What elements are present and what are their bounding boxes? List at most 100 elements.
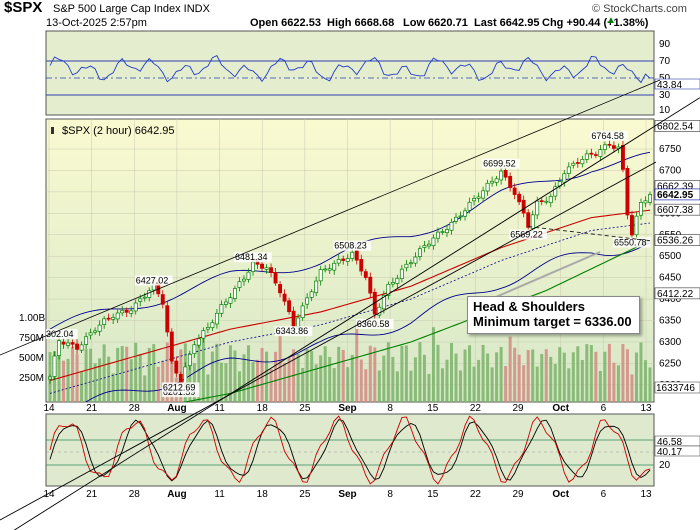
price-tick-label: 6500 — [659, 251, 682, 262]
volume-value-box — [654, 381, 700, 394]
rsi-tick-90: 90 — [659, 39, 671, 50]
volume-bar — [391, 356, 395, 402]
price-tick-label: 6250 — [659, 358, 682, 369]
candle-body — [52, 355, 57, 377]
volume-bar — [612, 362, 616, 402]
volume-bar — [495, 352, 499, 402]
volume-bar — [395, 371, 399, 402]
candle-body — [323, 268, 328, 271]
candle-body — [598, 149, 603, 157]
volume-bar — [468, 345, 472, 402]
annotation-target: Minimum target = 6336.00 — [473, 314, 632, 329]
volume-bar — [147, 348, 151, 402]
volume-bar — [436, 344, 440, 402]
volume-bar — [201, 330, 205, 402]
rsi-value-label: 43.84 — [657, 80, 682, 91]
swing-label: 6764.58 — [591, 131, 624, 141]
rsi-tick-70: 70 — [659, 56, 671, 67]
volume-tick-label: 1.00B — [19, 313, 45, 324]
candle-body — [314, 280, 319, 293]
candle-body — [115, 312, 120, 320]
price-background — [45, 118, 655, 403]
index-name: S&P 500 Large Cap Index INDX — [53, 3, 210, 15]
stochastic-panel: 80 50 20 46.58 40.17 — [45, 413, 700, 487]
price-x-tick: 8 — [387, 403, 393, 414]
candle-body — [147, 290, 152, 298]
price-x-tick: 15 — [427, 403, 439, 414]
volume-bar — [125, 346, 129, 402]
trendline-upper — [13, 97, 700, 530]
price-x-tick: 6 — [601, 403, 607, 414]
volume-bar — [431, 327, 435, 402]
sto-x-tick: 22 — [470, 489, 482, 500]
candle-body — [467, 201, 472, 211]
volume-bar — [161, 360, 165, 402]
volume-bar — [165, 342, 169, 402]
candle-body — [214, 312, 219, 325]
volume-bar — [265, 351, 269, 402]
candle-body — [48, 376, 52, 380]
volume-bar — [459, 370, 463, 402]
swing-label-bg — [509, 229, 547, 240]
swing-label-bg — [333, 240, 371, 251]
volume-bar — [598, 371, 602, 402]
candle-body — [102, 318, 107, 325]
swing-label-bg — [234, 252, 272, 263]
volume-bar — [522, 365, 526, 402]
rsi-background — [45, 30, 655, 116]
head-shoulders-annotation: Head & Shoulders Minimum target = 6336.0… — [467, 296, 640, 334]
candle-body — [503, 170, 508, 178]
candle-body — [124, 309, 129, 313]
volume-bar — [224, 363, 228, 402]
price-tick-label: 6350 — [659, 316, 682, 327]
price-x-tick: 14 — [43, 403, 55, 414]
candle-body — [548, 196, 553, 204]
volume-bar — [323, 346, 327, 402]
sto-x-tick: 11 — [214, 489, 225, 500]
candle-body — [602, 144, 607, 151]
volume-value-label: 1633746 — [656, 383, 695, 394]
candle-body — [354, 250, 359, 261]
candle-body — [66, 342, 70, 346]
candle-body — [359, 259, 364, 272]
candle-body — [417, 248, 422, 257]
volume-bar — [355, 323, 359, 402]
volume-bar — [544, 349, 548, 402]
date-time: 13-Oct-2025 2:57pm — [46, 17, 147, 29]
candle-body — [639, 202, 643, 216]
candle-body — [93, 330, 98, 333]
sto-x-tick: 21 — [86, 489, 98, 500]
volume-bar — [278, 327, 282, 402]
volume-bar — [102, 344, 106, 402]
volume-bar — [66, 358, 70, 402]
candle-body — [512, 187, 517, 195]
candle-body — [183, 366, 188, 384]
price-tick-label: 6700 — [659, 165, 682, 176]
candle-body — [264, 267, 269, 270]
volume-bar — [57, 349, 61, 402]
candle-body — [251, 261, 255, 272]
volume-bar — [427, 373, 431, 402]
volume-bar — [98, 358, 102, 402]
volume-bar — [499, 346, 503, 402]
volume-tick-label: 500M — [19, 353, 44, 364]
swing-label: 6569.22 — [510, 230, 543, 240]
volume-bar — [634, 352, 638, 402]
candle-body — [106, 317, 111, 320]
swing-label: 6481.34 — [235, 252, 268, 262]
candle-body — [363, 271, 368, 278]
volume-bar — [143, 375, 147, 402]
volume-bar — [246, 345, 250, 402]
volume-bar — [237, 371, 241, 402]
candle-body — [395, 277, 400, 284]
sto-x-tick: 6 — [601, 489, 607, 500]
candle-body — [575, 162, 580, 164]
candle-body — [404, 263, 409, 269]
candle-body — [476, 196, 481, 199]
volume-bar — [580, 359, 584, 402]
volume-bar — [486, 353, 490, 402]
candle-body — [260, 263, 264, 269]
candle-body — [237, 281, 242, 288]
swing-label-bg — [590, 130, 629, 141]
